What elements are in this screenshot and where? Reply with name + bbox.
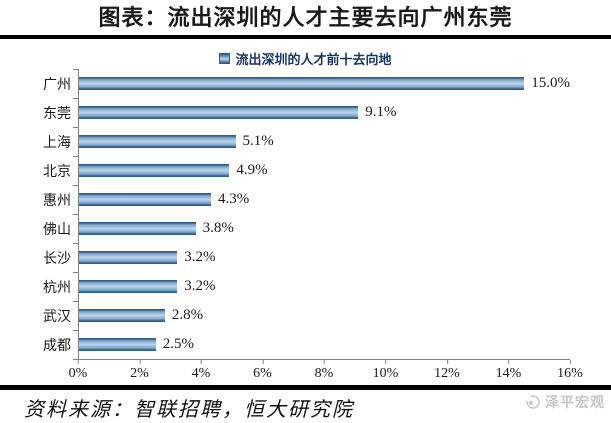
footer-divider (0, 385, 611, 390)
bar-track: 4.9% (73, 156, 570, 186)
x-tick-label: 4% (192, 360, 210, 382)
bar (79, 164, 230, 177)
source-note: 资料来源：智联招聘，恒大研究院 (24, 399, 354, 421)
category-label: 佛山 (43, 222, 71, 238)
category-label: 上海 (43, 135, 71, 151)
bar (79, 280, 178, 293)
x-tick-label: 14% (496, 360, 521, 382)
bar (79, 135, 236, 148)
bar-track: 3.2% (73, 243, 570, 273)
value-label: 2.5% (162, 336, 194, 352)
legend-label: 流出深圳的人才前十去向地 (235, 51, 392, 67)
title-divider (0, 35, 611, 39)
watermark-logo-icon (525, 394, 541, 410)
bar-track: 3.2% (73, 272, 570, 302)
bar (79, 193, 211, 206)
category-label: 北京 (43, 164, 71, 180)
bar (79, 251, 178, 264)
x-tick-label: 12% (434, 360, 460, 382)
bar-track: 2.8% (73, 301, 570, 331)
value-label: 3.2% (184, 278, 216, 294)
bar-chart-plot: 广州 15.0% 东莞 9.1% 上海 5.1% 北京 4.9% 惠州 4.3% 佛山 3.8% 长沙 3… (0, 69, 611, 384)
bar-track: 15.0% (73, 69, 570, 99)
x-tick-label: 8% (315, 360, 333, 382)
x-tick-label: 10% (373, 360, 398, 382)
x-tick-label: 0% (69, 360, 87, 382)
bar-track: 4.3% (73, 185, 570, 215)
category-label: 杭州 (43, 280, 71, 296)
bar (79, 309, 165, 322)
value-label: 9.1% (365, 104, 397, 120)
value-label: 3.2% (184, 249, 216, 265)
page-title: 图表：流出深圳的人才主要去向广州东莞 (98, 5, 513, 30)
bar-track: 3.8% (73, 214, 570, 244)
x-axis: 0% 2% 4% 6% 8% 10% 12% 14% 16% (69, 359, 583, 384)
category-label: 惠州 (43, 193, 71, 209)
x-tick-label: 6% (253, 360, 272, 382)
category-label: 长沙 (43, 251, 71, 267)
x-axis-spacer (0, 359, 78, 383)
watermark: 泽平宏观 (525, 392, 605, 412)
x-tick-label: 2% (130, 360, 149, 382)
bar (79, 77, 525, 90)
bar-track: 9.1% (73, 98, 570, 128)
legend-marker-icon (219, 52, 231, 64)
value-label: 4.9% (236, 162, 268, 178)
bar-track: 2.5% (73, 330, 570, 360)
chart-legend: 流出深圳的人才前十去向地 (0, 49, 611, 67)
footer: 资料来源：智联招聘，恒大研究院 泽平宏观 (0, 390, 611, 422)
value-label: 3.8% (202, 220, 234, 236)
bar (79, 106, 359, 119)
category-label: 东莞 (43, 106, 71, 122)
value-label: 15.0% (531, 75, 570, 91)
value-label: 5.1% (242, 133, 274, 149)
category-label: 成都 (43, 338, 71, 354)
x-tick-label: 16% (557, 360, 583, 382)
bar-track: 5.1% (73, 127, 570, 157)
category-label: 武汉 (43, 309, 71, 325)
watermark-text: 泽平宏观 (545, 396, 605, 411)
value-label: 2.8% (171, 307, 204, 323)
bar (79, 338, 156, 351)
bar (79, 222, 196, 235)
category-label: 广州 (43, 77, 71, 93)
value-label: 4.3% (217, 191, 250, 207)
